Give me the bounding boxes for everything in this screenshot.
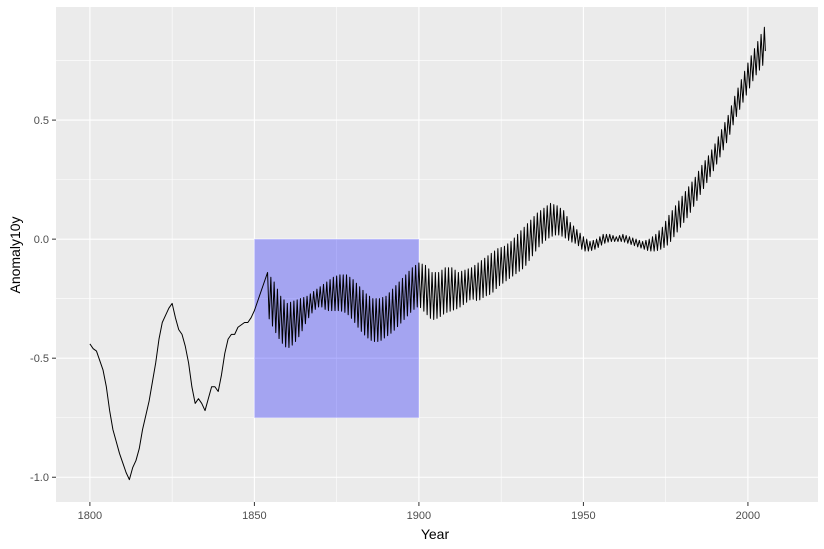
panel-background (56, 7, 818, 502)
x-tick-label: 1800 (78, 510, 102, 522)
series-line (89, 26, 766, 481)
y-axis-title: Anomaly10y (7, 216, 23, 293)
y-tick-label: -1.0 (30, 472, 49, 484)
x-tick-label: 1850 (242, 510, 266, 522)
x-tick-label: 1950 (571, 510, 595, 522)
minor-gridlines (56, 7, 818, 502)
y-axis: -1.0 -0.5 0.0 0.5 (30, 115, 56, 484)
major-gridlines (56, 7, 818, 502)
x-tick-label: 2000 (736, 510, 760, 522)
y-tick-label: 0.0 (34, 234, 49, 246)
series-path (89, 26, 766, 481)
y-tick-label: 0.5 (34, 115, 49, 127)
x-axis: 1800 1850 1900 1950 2000 (78, 502, 760, 522)
x-axis-title: Year (421, 526, 450, 542)
x-tick-label: 1900 (407, 510, 431, 522)
y-tick-label: -0.5 (30, 353, 49, 365)
